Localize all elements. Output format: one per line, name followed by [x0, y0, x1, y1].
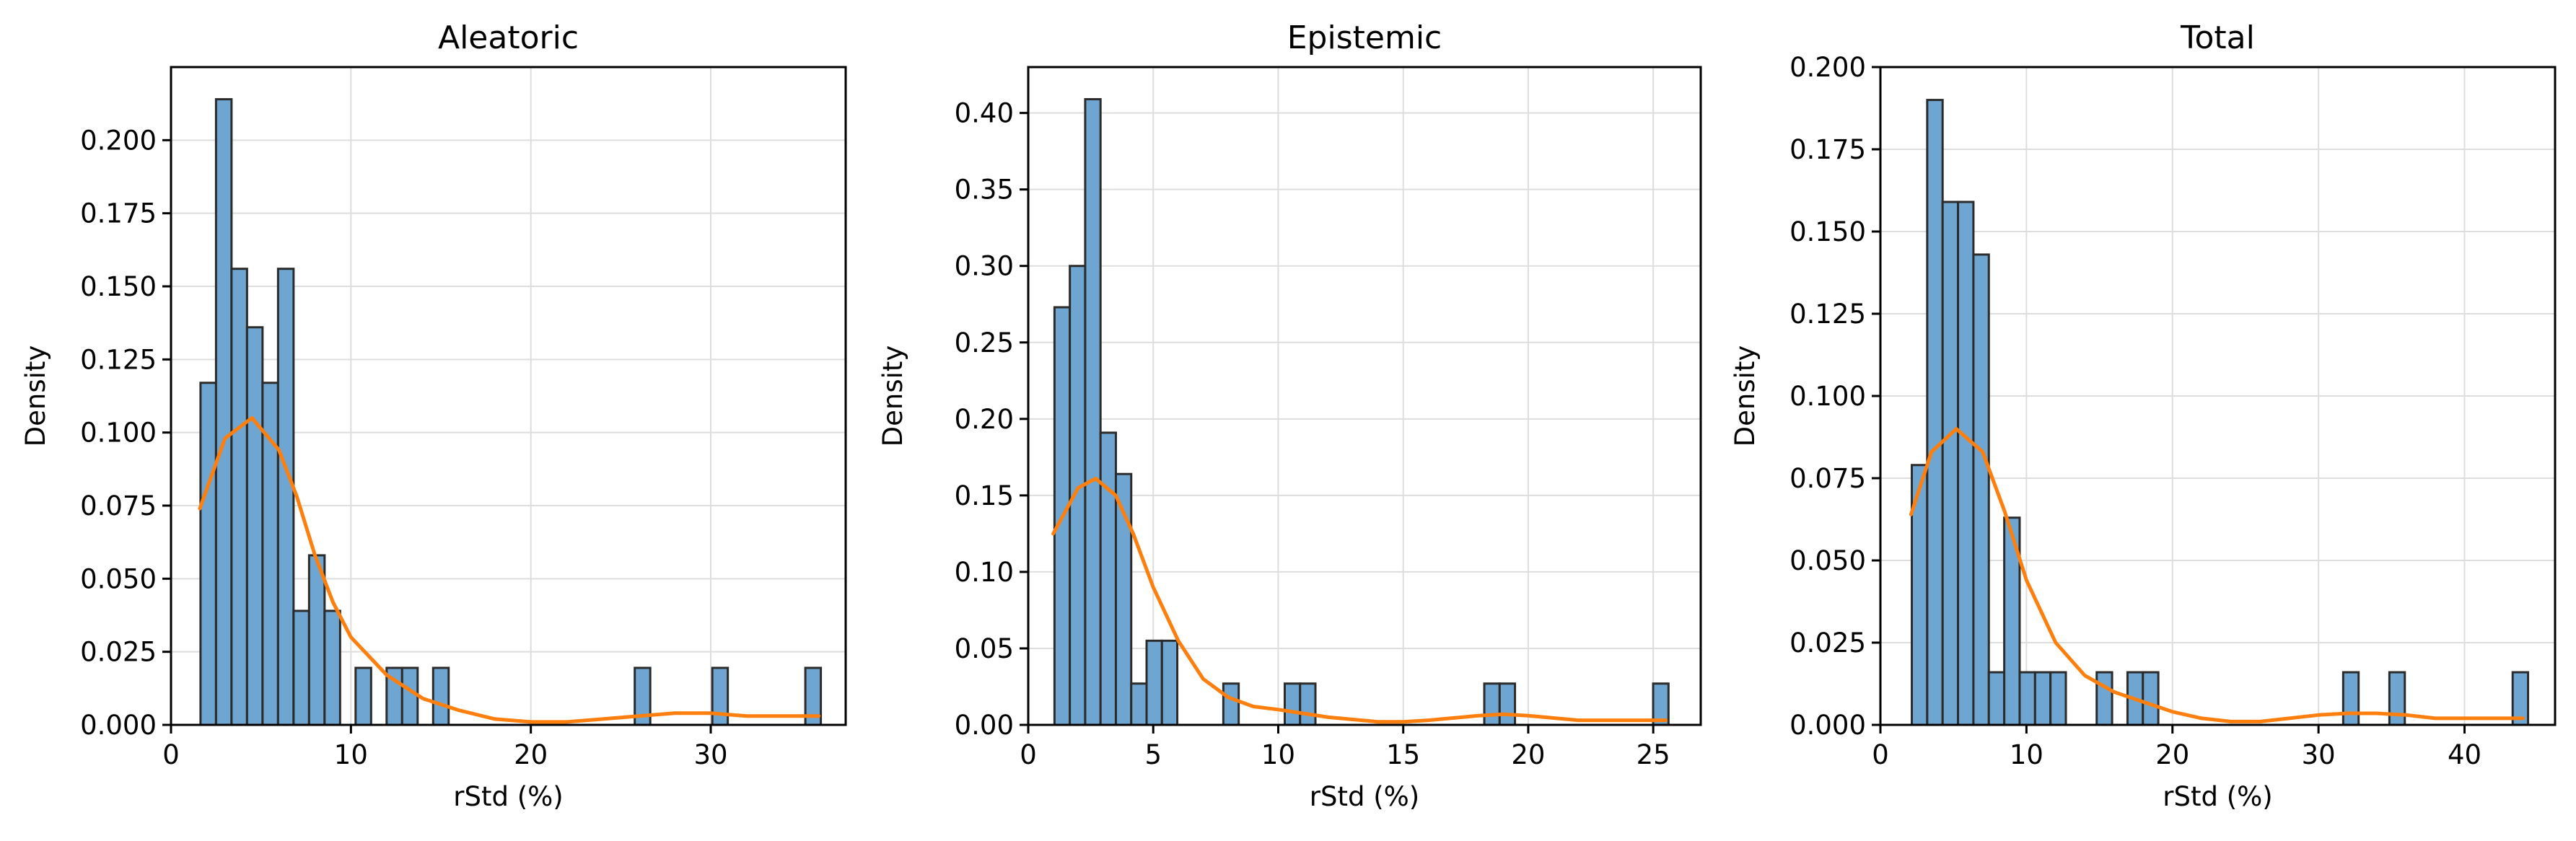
histogram-bar — [2033, 671, 2052, 726]
y-tick-label: 0.200 — [1789, 52, 1866, 83]
x-tick-label: 5 — [1144, 739, 1162, 770]
histogram-bar — [1084, 98, 1102, 726]
x-tick-label: 10 — [334, 739, 368, 770]
axes-frame — [170, 66, 847, 726]
y-tick-label: 0.200 — [80, 125, 157, 156]
histogram-bar — [323, 609, 341, 726]
histogram-bar — [2095, 671, 2113, 726]
y-axis-label: Density — [20, 345, 51, 447]
y-tick-label: 0.050 — [80, 563, 157, 594]
histogram-bar — [230, 268, 248, 726]
x-tick-label: 25 — [1637, 739, 1670, 770]
histogram-bar — [2341, 671, 2360, 726]
y-tick-label: 0.000 — [1789, 710, 1866, 741]
y-tick-label: 0.10 — [955, 557, 1014, 588]
y-tick-label: 0.150 — [80, 271, 157, 302]
axes-frame — [1027, 66, 1702, 726]
panel-total: 0 10 20 30 40 0.000 0.025 0.050 0.075 0.100 0.125 0… — [1730, 19, 2557, 812]
y-tick-label: 0.125 — [80, 344, 157, 375]
histogram-bar — [1483, 682, 1501, 726]
x-tick-label: 0 — [1872, 739, 1889, 770]
histogram-bar — [1145, 639, 1163, 726]
y-tick-label: 0.40 — [955, 98, 1014, 129]
y-tick-label: 0.05 — [955, 633, 1014, 664]
histogram-bar — [1957, 201, 1975, 726]
y-tick-label: 0.175 — [80, 198, 157, 229]
y-tick-label: 0.000 — [80, 710, 157, 741]
x-tick-label: 30 — [2302, 739, 2336, 770]
histogram-bar — [2018, 671, 2036, 726]
kde-line — [1909, 427, 2525, 723]
chart-title: Epistemic — [1287, 19, 1442, 56]
histogram-bar — [1987, 671, 2006, 726]
y-tick-label: 0.025 — [80, 637, 157, 668]
histogram-bar — [2049, 671, 2067, 726]
y-tick-label: 0.30 — [955, 251, 1014, 282]
histogram-bar — [431, 666, 450, 726]
x-tick-label: 20 — [514, 739, 548, 770]
x-axis-label: rStd (%) — [453, 781, 563, 812]
x-tick-label: 20 — [1511, 739, 1545, 770]
y-tick-label: 0.150 — [1789, 216, 1866, 247]
y-tick-label: 0.075 — [80, 490, 157, 521]
y-tick-label: 0.050 — [1789, 545, 1866, 576]
histogram-bar — [307, 554, 326, 726]
histogram-bar — [1160, 639, 1179, 726]
histogram-bar — [2388, 671, 2406, 726]
histogram-bar — [214, 98, 233, 726]
histogram-bar — [1972, 253, 1990, 726]
histogram-bar — [1926, 99, 1944, 726]
histogram-bar — [1099, 431, 1117, 726]
chart-title: Total — [2180, 19, 2255, 56]
x-tick-label: 10 — [1261, 739, 1295, 770]
histogram-bar — [1299, 682, 1317, 726]
histogram-bar — [276, 268, 295, 726]
y-tick-label: 0.20 — [955, 404, 1014, 435]
x-tick-label: 0 — [1020, 739, 1037, 770]
x-axis-label: rStd (%) — [2163, 781, 2272, 812]
histogram-bar — [199, 382, 217, 726]
histogram-bar — [1130, 682, 1148, 726]
x-tick-label: 15 — [1386, 739, 1420, 770]
y-tick-label: 0.100 — [1789, 381, 1866, 412]
y-tick-label: 0.100 — [80, 418, 157, 449]
x-tick-label: 30 — [693, 739, 727, 770]
x-axis-label: rStd (%) — [1310, 781, 1419, 812]
kde-line — [198, 415, 821, 724]
histogram-bar — [292, 609, 310, 726]
histogram-bar — [2142, 671, 2160, 726]
histogram-bar — [711, 666, 730, 726]
histogram-bar — [245, 326, 264, 726]
y-axis-label: Density — [877, 345, 908, 447]
y-tick-label: 0.175 — [1789, 134, 1866, 165]
chart-title: Aleatoric — [438, 19, 579, 56]
histogram-bar — [354, 666, 372, 726]
y-tick-label: 0.075 — [1789, 463, 1866, 494]
y-tick-label: 0.25 — [955, 327, 1014, 358]
histogram-bar — [1498, 682, 1517, 726]
histogram-bar — [400, 666, 419, 726]
histogram-bar — [1283, 682, 1302, 726]
y-axis-label: Density — [1730, 345, 1761, 447]
histogram-bar — [1941, 201, 1960, 726]
y-tick-label: 0.15 — [955, 480, 1014, 511]
y-tick-label: 0.00 — [955, 710, 1014, 741]
y-tick-label: 0.125 — [1789, 299, 1866, 330]
panel-aleatoric: 0 10 20 30 0.000 0.025 0.050 0.075 0.100 0.125 0.1… — [20, 19, 847, 812]
x-tick-label: 10 — [2010, 739, 2043, 770]
kde-line — [1051, 477, 1668, 724]
x-tick-label: 40 — [2448, 739, 2481, 770]
y-tick-label: 0.025 — [1789, 628, 1866, 659]
panel-epistemic: 0 5 10 15 20 25 0.00 0.05 0.10 0.15 0.20 0.25 0.30 0.… — [877, 19, 1702, 812]
y-tick-label: 0.35 — [955, 175, 1014, 206]
x-tick-label: 0 — [162, 739, 180, 770]
x-tick-label: 20 — [2155, 739, 2189, 770]
histogram-bar — [1222, 682, 1240, 726]
